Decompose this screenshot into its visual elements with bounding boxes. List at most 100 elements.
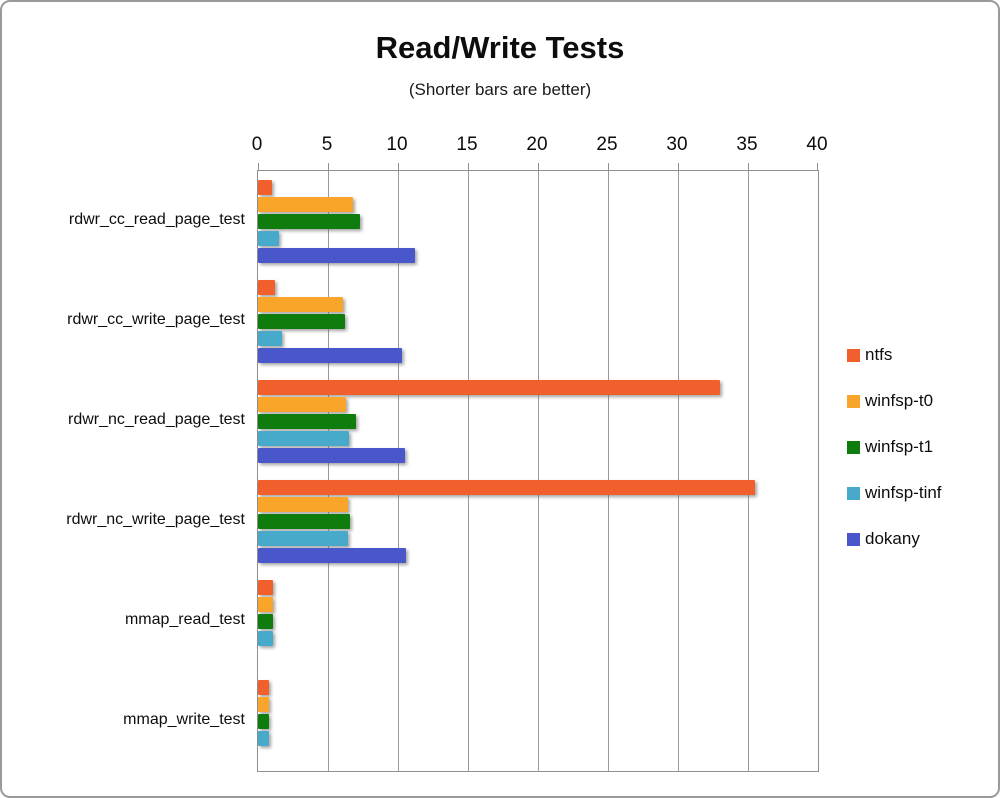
tick-mark-0 [258, 163, 259, 170]
legend-item-winfsp-tinf: winfsp-tinf [847, 470, 997, 516]
value-axis-tick-label-5: 5 [321, 134, 333, 155]
bar-row-winfsp-t0 [258, 396, 818, 412]
bar-rdwr_cc_read_page_test-winfsp-tinf [258, 230, 279, 246]
bar-mmap_read_test-ntfs [258, 579, 274, 595]
bar-rdwr_cc_write_page_test-winfsp-tinf [258, 330, 282, 346]
bar-group-rdwr_cc_read_page_test [258, 171, 818, 271]
bar-row-ntfs [258, 479, 818, 495]
bar-rdwr_cc_write_page_test-ntfs [258, 279, 275, 295]
category-label-rdwr_nc_write_page_test: rdwr_nc_write_page_test [66, 511, 245, 528]
bar-rdwr_cc_read_page_test-dokany [258, 247, 415, 263]
bar-rdwr_nc_write_page_test-ntfs [258, 479, 755, 495]
bar-row-winfsp-t1 [258, 213, 818, 229]
bar-row-dokany [258, 547, 818, 563]
value-axis-tick-label-40: 40 [806, 134, 828, 155]
bar-rdwr_cc_read_page_test-ntfs [258, 179, 272, 195]
bar-row-winfsp-t0 [258, 496, 818, 512]
plot-area [257, 163, 819, 772]
legend-label-ntfs: ntfs [865, 345, 893, 364]
bar-row-winfsp-t1 [258, 313, 818, 329]
tick-mark-35 [748, 163, 749, 170]
gridline-20 [538, 171, 539, 771]
bar-row-winfsp-t0 [258, 596, 818, 612]
bar-mmap_read_test-winfsp-t0 [258, 596, 274, 612]
bar-row-dokany [258, 748, 818, 763]
legend-label-winfsp-tinf: winfsp-tinf [865, 483, 942, 502]
bar-row-winfsp-tinf [258, 730, 818, 746]
value-axis-tick-label-0: 0 [251, 134, 263, 155]
bar-row-winfsp-t1 [258, 413, 818, 429]
bar-rdwr_nc_read_page_test-winfsp-t1 [258, 413, 356, 429]
bar-rdwr_nc_write_page_test-winfsp-tinf [258, 530, 348, 546]
bar-row-winfsp-t1 [258, 613, 818, 629]
legend-label-winfsp-t0: winfsp-t0 [865, 391, 934, 410]
value-axis-tick-label-15: 15 [456, 134, 478, 155]
bar-row-winfsp-tinf [258, 330, 818, 346]
bar-mmap_write_test-winfsp-t1 [258, 713, 270, 729]
bar-mmap_read_test-winfsp-t1 [258, 613, 274, 629]
tick-mark-25 [608, 163, 609, 170]
bar-group-mmap_write_test [258, 671, 818, 771]
bar-row-winfsp-t0 [258, 696, 818, 712]
tick-mark-20 [538, 163, 539, 170]
bar-mmap_write_test-winfsp-t0 [258, 696, 270, 712]
bar-row-dokany [258, 648, 818, 663]
bar-row-dokany [258, 347, 818, 363]
value-axis-tick-label-25: 25 [596, 134, 618, 155]
bar-mmap_write_test-winfsp-tinf [258, 730, 270, 746]
bar-row-dokany [258, 447, 818, 463]
bar-rdwr_nc_write_page_test-dokany [258, 547, 407, 563]
legend-swatch-winfsp-t1 [847, 440, 860, 454]
legend-swatch-winfsp-t0 [847, 394, 860, 408]
bar-row-ntfs [258, 179, 818, 195]
bar-rdwr_nc_read_page_test-winfsp-t0 [258, 396, 347, 412]
legend-label-dokany: dokany [865, 529, 920, 548]
category-label-rdwr_cc_write_page_test: rdwr_cc_write_page_test [67, 311, 245, 328]
bar-row-winfsp-tinf [258, 230, 818, 246]
gridline-5 [328, 171, 329, 771]
bar-group-rdwr_nc_write_page_test [258, 471, 818, 571]
legend-item-winfsp-t0: winfsp-t0 [847, 378, 997, 424]
value-axis-tick-label-10: 10 [386, 134, 408, 155]
bar-row-winfsp-t0 [258, 196, 818, 212]
bar-rdwr_nc_read_page_test-ntfs [258, 379, 720, 395]
gridline-25 [608, 171, 609, 771]
bar-rdwr_nc_read_page_test-dokany [258, 447, 405, 463]
category-label-mmap_write_test: mmap_write_test [123, 711, 245, 728]
bar-row-ntfs [258, 579, 818, 595]
category-label-rdwr_cc_read_page_test: rdwr_cc_read_page_test [68, 211, 245, 228]
category-label-rdwr_nc_read_page_test: rdwr_nc_read_page_test [67, 411, 245, 428]
bar-group-rdwr_nc_read_page_test [258, 371, 818, 471]
bar-group-rdwr_cc_write_page_test [258, 271, 818, 371]
value-axis-tick-label-35: 35 [736, 134, 758, 155]
bar-row-winfsp-tinf [258, 430, 818, 446]
bar-mmap_read_test-winfsp-tinf [258, 630, 274, 646]
bar-rdwr_cc_write_page_test-winfsp-t0 [258, 296, 344, 312]
bar-rdwr_nc_write_page_test-winfsp-t1 [258, 513, 351, 529]
chart-subtitle: (Shorter bars are better) [408, 80, 592, 99]
bar-row-winfsp-t1 [258, 713, 818, 729]
bar-row-winfsp-tinf [258, 530, 818, 546]
value-axis-tick-label-20: 20 [526, 134, 548, 155]
legend-item-ntfs: ntfs [847, 332, 997, 378]
bar-rdwr_nc_write_page_test-winfsp-t0 [258, 496, 348, 512]
bar-row-ntfs [258, 679, 818, 695]
bar-rdwr_cc_read_page_test-winfsp-t0 [258, 196, 354, 212]
gridline-15 [468, 171, 469, 771]
gridline-10 [398, 171, 399, 771]
tick-mark-10 [398, 163, 399, 170]
legend-swatch-dokany [847, 532, 860, 546]
legend-item-winfsp-t1: winfsp-t1 [847, 424, 997, 470]
legend: ntfs winfsp-t0 winfsp-t1 winfsp-tinf dokany [847, 332, 997, 562]
chart-title: Read/Write Tests [375, 30, 625, 65]
bar-row-ntfs [258, 379, 818, 395]
bar-rdwr_cc_write_page_test-dokany [258, 347, 403, 363]
bar-mmap_write_test-ntfs [258, 679, 270, 695]
category-label-mmap_read_test: mmap_read_test [124, 611, 245, 628]
legend-swatch-ntfs [847, 348, 860, 362]
bar-rdwr_nc_read_page_test-winfsp-tinf [258, 430, 349, 446]
bar-rdwr_cc_write_page_test-winfsp-t1 [258, 313, 345, 329]
tick-mark-40 [817, 163, 818, 170]
gridline-30 [678, 171, 679, 771]
tick-mark-5 [328, 163, 329, 170]
